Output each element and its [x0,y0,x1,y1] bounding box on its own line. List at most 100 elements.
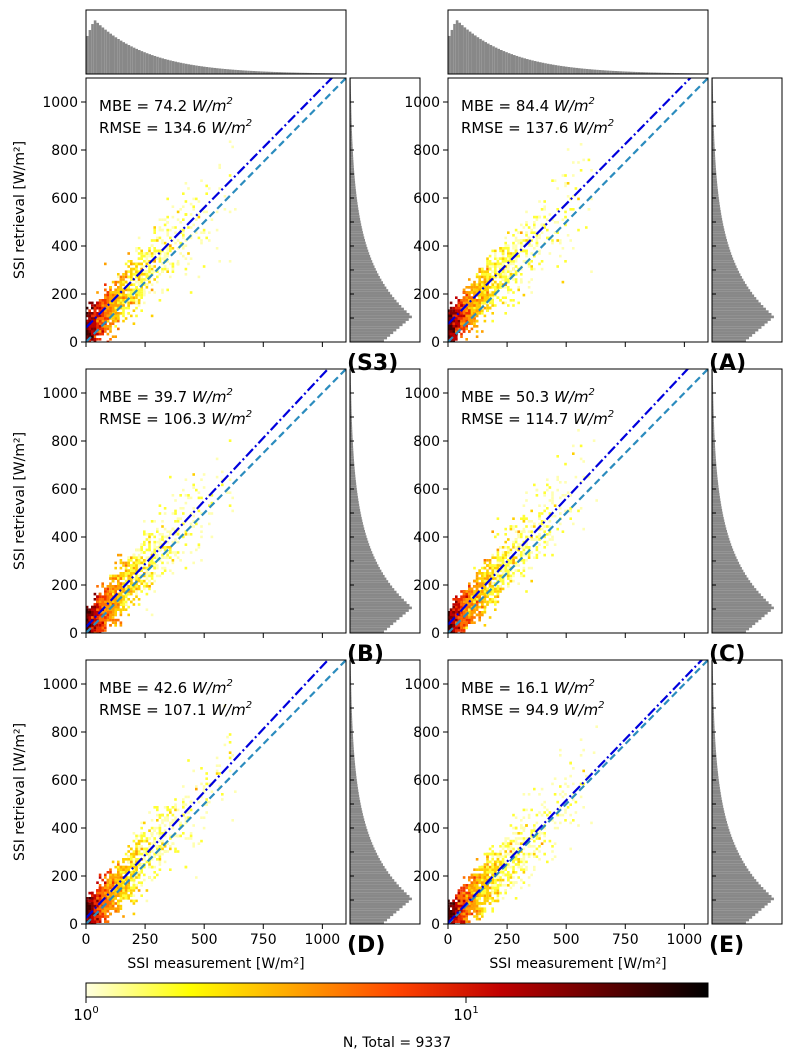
heatmap-cell [462,317,466,320]
heatmap-cell [130,579,133,583]
hist-bar [549,64,552,74]
heatmap-cell [93,340,97,342]
heatmap-cell [494,249,497,253]
heatmap-cell [169,569,172,572]
heatmap-cell [124,587,128,591]
heatmap-cell [465,325,468,328]
hist-bar [260,71,263,74]
heatmap-cell [166,540,169,544]
heatmap-cell [96,631,99,633]
heatmap-cell [158,512,162,515]
heatmap-cell [543,215,546,219]
heatmap-cell [135,561,138,565]
heatmap-cell [114,304,117,307]
heatmap-cell [481,273,484,276]
hist-bar [650,72,654,74]
heatmap-cell [470,296,474,299]
hist-bar [601,70,604,74]
heatmap-cell [132,569,136,572]
heatmap-cell [98,592,102,596]
heatmap-cell [106,600,110,604]
heatmap-cell [452,325,455,328]
heatmap-cell [143,587,146,591]
heatmap-cell [189,236,193,240]
hist-bar [350,524,364,528]
heatmap-cell [124,280,128,284]
heatmap-cell [475,291,479,294]
hist-bar [140,51,144,74]
heatmap-cell [174,509,177,513]
heatmap-cell [535,218,539,221]
heatmap-cell [127,592,130,596]
heatmap-cell [527,226,531,229]
heatmap-cell [525,252,528,255]
hist-bar [712,112,714,115]
heatmap-cell [127,288,130,292]
hist-bar [350,598,404,602]
heatmap-cell [481,296,484,299]
heatmap-cell [525,223,528,227]
hist-bar [350,170,355,174]
heatmap-cell [488,301,492,305]
hist-bar [598,70,602,74]
heatmap-cell [538,215,541,219]
hist-bar [135,48,138,74]
heatmap-cell [499,280,502,284]
heatmap-cell [148,543,151,546]
heatmap-cell [169,275,172,279]
heatmap-cell [111,291,115,294]
heatmap-cell [150,561,154,565]
heatmap-cell [104,603,107,606]
heatmap-cell [132,553,136,557]
heatmap-cell [148,564,151,567]
heatmap-cell [104,626,107,630]
heatmap-cell [475,275,479,279]
hist-bar [350,326,400,329]
heatmap-cell [106,309,110,312]
heatmap-cell [176,260,180,263]
heatmap-cell [202,265,206,268]
heatmap-cell [88,624,91,627]
heatmap-cell [448,325,450,328]
heatmap-cell [507,267,510,271]
heatmap-cell [93,629,97,632]
heatmap-cell [174,553,177,557]
heatmap-cell [101,603,104,606]
heatmap-cell [143,564,146,567]
hist-bar [712,225,724,229]
heatmap-cell [114,561,117,565]
heatmap-cell [109,291,112,294]
hist-bar [309,72,313,74]
heatmap-cell [111,613,115,617]
heatmap-cell [117,301,120,305]
hist-bar [712,270,740,274]
heatmap-cell [520,247,523,250]
heatmap-cell [455,322,458,325]
hist-bar [712,331,756,335]
heatmap-cell [156,257,159,260]
hist-bar [712,268,738,271]
heatmap-cell [507,286,510,289]
heatmap-cell [192,520,195,523]
heatmap-cell [499,299,502,302]
heatmap-cell [93,592,97,596]
heatmap-cell [202,231,206,234]
heatmap-cell [96,613,99,617]
hist-bar [609,70,612,74]
hist-bar [712,220,723,224]
heatmap-cell [522,293,526,297]
heatmap-cell [101,306,104,310]
hist-bar [350,291,391,295]
heatmap-cell [150,314,154,318]
heatmap-cell [538,252,541,255]
heatmap-cell [124,306,128,310]
heatmap-cell [114,613,117,617]
heatmap-cell [156,556,159,559]
hist-bar [350,514,362,517]
heatmap-cell [127,569,130,572]
hist-bar [164,59,167,74]
heatmap-cell [91,335,94,338]
heatmap-cell [522,239,526,242]
heatmap-cell [525,234,528,237]
heatmap-cell [130,592,133,596]
